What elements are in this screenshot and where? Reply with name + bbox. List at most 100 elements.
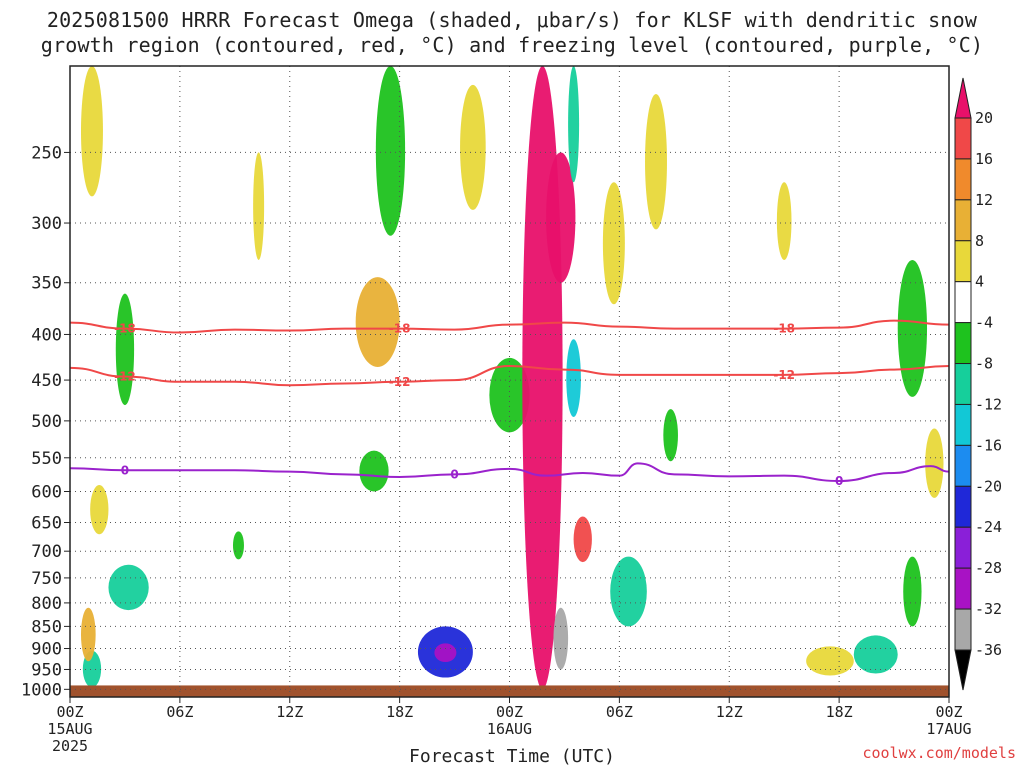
x-tick-date-0: 15AUG bbox=[47, 720, 92, 738]
x-tick-date-8: 17AUG bbox=[926, 720, 971, 738]
colorbar-tick-8: -16 bbox=[975, 436, 1002, 454]
colorbar-tick-13: -36 bbox=[975, 641, 1002, 659]
colorbar-box-2 bbox=[954, 199, 972, 242]
omega-cell-25 bbox=[806, 646, 854, 676]
colorbar-box-8 bbox=[954, 444, 972, 487]
colorbar-tick-10: -24 bbox=[975, 518, 1002, 536]
contour-label--12-1: -12 bbox=[389, 375, 411, 389]
y-tick-label-550: 550 bbox=[31, 449, 62, 469]
contour-label--18-2: -18 bbox=[773, 322, 795, 336]
colorbar-box-5 bbox=[954, 322, 972, 365]
x-tick-label-2: 12Z bbox=[276, 703, 303, 721]
omega-cell-4 bbox=[90, 484, 109, 535]
y-tick-label-500: 500 bbox=[31, 412, 62, 432]
y-tick-label-950: 950 bbox=[31, 660, 62, 680]
x-axis-label: Forecast Time (UTC) bbox=[409, 746, 615, 767]
colorbar-box-12 bbox=[954, 608, 972, 651]
colorbar-tick-3: 8 bbox=[975, 232, 984, 250]
omega-cell-23 bbox=[663, 409, 678, 462]
y-tick-label-850: 850 bbox=[31, 617, 62, 637]
omega-cell-28 bbox=[897, 259, 928, 397]
omega-cell-12 bbox=[375, 66, 406, 236]
x-tick-label-0: 00Z bbox=[56, 703, 83, 721]
contour-label-0-0: 0 bbox=[121, 463, 129, 477]
y-tick-label-600: 600 bbox=[31, 482, 62, 502]
omega-cell-18 bbox=[568, 66, 580, 183]
omega-cell-5 bbox=[80, 66, 103, 197]
colorbar-tick-12: -32 bbox=[975, 600, 1002, 618]
omega-cell-3 bbox=[115, 293, 135, 406]
contour-label--12-0: -12 bbox=[114, 370, 136, 384]
colorbar-box-7 bbox=[954, 403, 972, 446]
chart-title-line2: growth region (contoured, red, °C) and f… bbox=[40, 33, 984, 57]
x-tick-year-0: 2025 bbox=[52, 737, 88, 755]
y-tick-label-750: 750 bbox=[31, 569, 62, 589]
omega-cell-22 bbox=[610, 556, 647, 627]
contour-label-0-2: 0 bbox=[835, 474, 843, 488]
contour-label--12-2: -12 bbox=[773, 368, 795, 382]
omega-cell-1 bbox=[80, 607, 96, 662]
colorbar-tick-11: -28 bbox=[975, 559, 1002, 577]
x-tick-label-6: 12Z bbox=[716, 703, 743, 721]
omega-cell-8 bbox=[355, 277, 400, 367]
contour--18 bbox=[70, 319, 949, 334]
x-tick-label-8: 00Z bbox=[935, 703, 962, 721]
omega-cell-7 bbox=[253, 152, 265, 260]
omega-cell-27 bbox=[903, 556, 922, 627]
chart-title-line1: 2025081500 HRRR Forecast Omega (shaded, … bbox=[46, 8, 978, 32]
omega-cell-9 bbox=[359, 450, 389, 492]
colorbar-tick-1: 16 bbox=[975, 150, 993, 168]
omega-cell-16 bbox=[553, 607, 569, 670]
omega-cell-26 bbox=[853, 635, 898, 674]
omega-cell-29 bbox=[925, 428, 944, 498]
omega-cell-14 bbox=[489, 357, 530, 433]
omega-cell-20 bbox=[573, 516, 592, 563]
omega-cell-2 bbox=[108, 564, 149, 611]
y-tick-label-1000: 1000 bbox=[21, 680, 62, 700]
colorbar-tick-9: -20 bbox=[975, 477, 1002, 495]
omega-cell-24 bbox=[645, 94, 667, 230]
omega-cell-6 bbox=[232, 531, 244, 560]
y-tick-label-700: 700 bbox=[31, 542, 62, 562]
colorbar-box-1 bbox=[954, 158, 972, 201]
contour--12 bbox=[70, 365, 949, 387]
y-tick-label-300: 300 bbox=[31, 214, 62, 234]
x-tick-label-4: 00Z bbox=[496, 703, 523, 721]
contour-label--18-0: -18 bbox=[114, 322, 136, 336]
omega-cell-13 bbox=[460, 84, 486, 210]
y-tick-label-250: 250 bbox=[31, 143, 62, 163]
colorbar-box-4 bbox=[954, 281, 972, 324]
y-tick-label-900: 900 bbox=[31, 640, 62, 660]
credit-text: coolwx.com/models bbox=[862, 744, 1016, 762]
colorbar-box-11 bbox=[954, 567, 972, 610]
colorbar-tick-2: 12 bbox=[975, 191, 993, 209]
omega-cell-11 bbox=[434, 643, 457, 663]
x-tick-label-1: 06Z bbox=[166, 703, 193, 721]
omega-cell-19 bbox=[566, 339, 581, 417]
x-tick-date-4: 16AUG bbox=[487, 720, 532, 738]
x-tick-label-3: 18Z bbox=[386, 703, 413, 721]
y-tick-label-400: 400 bbox=[31, 325, 62, 345]
colorbar-tick-4: 4 bbox=[975, 273, 984, 291]
colorbar-tick-7: -12 bbox=[975, 395, 1002, 413]
contour-label--18-1: -18 bbox=[389, 322, 411, 336]
x-tick-label-5: 06Z bbox=[606, 703, 633, 721]
omega-cell-21 bbox=[602, 182, 625, 305]
omega-cell-17 bbox=[546, 152, 576, 283]
colorbar-box-6 bbox=[954, 363, 972, 405]
colorbar-box-9 bbox=[954, 485, 972, 528]
y-tick-label-650: 650 bbox=[31, 513, 62, 533]
y-tick-label-800: 800 bbox=[31, 594, 62, 614]
omega-cell-30 bbox=[776, 182, 792, 260]
y-tick-label-450: 450 bbox=[31, 371, 62, 391]
y-tick-label-350: 350 bbox=[31, 274, 62, 294]
colorbar-top-triangle bbox=[954, 77, 972, 119]
contour-label-0-1: 0 bbox=[450, 467, 458, 481]
x-tick-label-7: 18Z bbox=[826, 703, 853, 721]
colorbar-bottom-triangle bbox=[954, 649, 972, 691]
colorbar-tick-5: -4 bbox=[975, 314, 993, 332]
colorbar-box-3 bbox=[954, 240, 972, 283]
colorbar-tick-6: -8 bbox=[975, 355, 993, 373]
colorbar-box-0 bbox=[954, 117, 972, 160]
